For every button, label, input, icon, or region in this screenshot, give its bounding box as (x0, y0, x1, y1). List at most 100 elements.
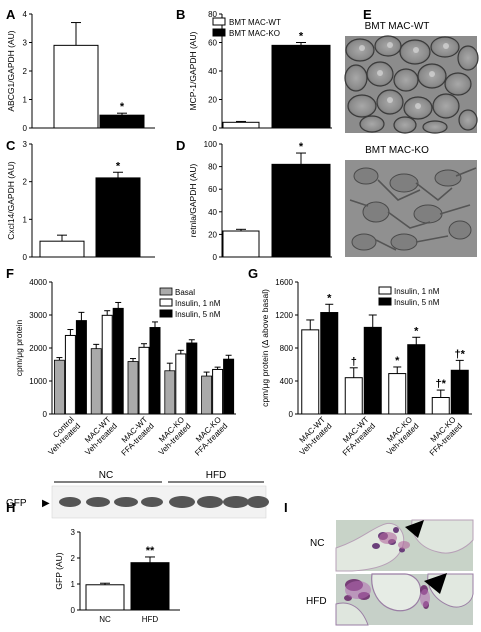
y-tick-label-b: 20 (208, 96, 217, 105)
micrograph-e-bottom-label: BMT MAC-KO (365, 145, 429, 156)
panel-letter-g: G (248, 266, 258, 281)
y-tick-label-b: 60 (208, 39, 217, 48)
x-tick-label-f: MAC-WTFFA-treated (113, 415, 156, 458)
bar-f (138, 346, 150, 415)
bar-a (53, 44, 99, 129)
panel-letter-b: B (176, 7, 185, 22)
blot-arrow: ▶ (42, 498, 50, 509)
y-tick-label-c: 3 (23, 140, 28, 149)
bar-d (271, 163, 331, 258)
x-tick-label-g: MAC-WTVeh-treated (292, 415, 334, 457)
significance-mark-g: * (414, 325, 419, 337)
bar-f (149, 327, 161, 415)
y-tick-label-a: 3 (23, 39, 28, 48)
bar-h (130, 562, 170, 611)
legend-label-g: Insulin, 5 nM (394, 298, 440, 307)
x-tick-label-g: MAC-WTFFA-treated (334, 415, 377, 458)
bar-g (407, 344, 426, 415)
bar-g (388, 373, 407, 415)
y-axis-label-h: GFP (AU) (54, 552, 64, 589)
y-tick-label-d: 20 (208, 230, 217, 239)
y-tick-label-b: 40 (208, 67, 217, 76)
chart-h: 0 1 2 3 GFP (AU) ** NC HFD (54, 528, 180, 624)
y-tick-label-d: 100 (204, 140, 218, 149)
y-axis-label-d: retnla/GAPDH (AU) (188, 163, 198, 237)
significance-mark-g: †* (455, 348, 466, 360)
panel-letter-c: C (6, 138, 16, 153)
blot-group-hfd: HFD (206, 470, 227, 481)
y-tick-label-a: 4 (23, 10, 28, 19)
y-tick-label-f: 1000 (29, 377, 47, 386)
bar-f (54, 359, 65, 415)
chart-c: 0 1 2 3 Cxcl14/GAPDH (AU) * (6, 140, 155, 262)
x-tick-label-f: MAC-WTVeh-treated (77, 415, 119, 457)
x-tick-label-f: MAC-KOVeh-treated (151, 415, 193, 457)
panel-letter-i: I (284, 500, 288, 515)
y-tick-label-d: 60 (208, 185, 217, 194)
x-tick-label-g: MAC-KOVeh-treated (379, 415, 421, 457)
y-tick-label-a: 2 (23, 67, 28, 76)
blot-group-nc: NC (99, 470, 113, 481)
significance-mark-b: * (299, 31, 304, 43)
bar-c (39, 240, 85, 258)
bar-g (431, 397, 450, 415)
y-tick-label-f: 0 (43, 410, 48, 419)
bar-f (175, 353, 187, 415)
bar-f (90, 348, 102, 415)
western-blot (51, 485, 269, 519)
y-axis-label-f: cpm/μg protein (14, 320, 24, 377)
significance-mark-a: * (120, 101, 125, 113)
y-tick-label-b: 80 (208, 10, 217, 19)
y-tick-label-g: 1600 (275, 278, 293, 287)
x-tick-label-h: HFD (142, 615, 159, 624)
histology-hfd (335, 573, 474, 626)
y-tick-label-c: 0 (23, 253, 28, 262)
y-tick-label-g: 0 (289, 410, 294, 419)
micrograph-e-top-label: BMT MAC-WT (365, 21, 430, 32)
legend-swatch-b (212, 28, 226, 37)
legend-swatch-f (159, 287, 173, 296)
bar-g (363, 326, 382, 415)
bar-g (344, 377, 363, 415)
significance-mark-c: * (116, 160, 121, 172)
histology-bottom-label: HFD (306, 596, 327, 607)
blot-label: GFP (6, 498, 27, 509)
y-tick-label-a: 0 (23, 124, 28, 133)
significance-mark-g: * (395, 355, 400, 367)
chart-d: 0 20 40 60 80 100 retnla/GAPDH (AU) * (188, 140, 332, 262)
chart-g: 0 400 800 1200 1600 cpm/μg protein (Δ above b… (260, 278, 472, 458)
panel-letter-e: E (363, 7, 372, 22)
chart-f: 0 1000 2000 3000 4000 cpm/μg protein ControlVe… (14, 278, 236, 458)
panel-letter-a: A (6, 7, 16, 22)
y-tick-label-a: 1 (23, 96, 28, 105)
bar-f (75, 320, 87, 415)
bar-b (271, 44, 331, 129)
bar-f (223, 358, 235, 415)
y-tick-label-f: 2000 (29, 344, 47, 353)
bar-g (301, 329, 320, 415)
y-tick-label-f: 3000 (29, 311, 47, 320)
y-tick-label-f: 4000 (29, 278, 47, 287)
x-tick-label-f: MAC-KOFFA-treated (187, 415, 230, 458)
bar-f (164, 370, 176, 415)
panel-letter-d: D (176, 138, 185, 153)
y-axis-label-g: cpm/μg protein (Δ above basal) (260, 289, 270, 407)
y-tick-label-h: 2 (71, 554, 76, 563)
bar-g (450, 369, 469, 415)
bar-g (320, 312, 339, 415)
legend-swatch-f (159, 309, 173, 318)
micrograph-e-top (344, 35, 479, 134)
significance-mark-h: ** (146, 545, 155, 557)
y-axis-label-c: Cxcl14/GAPDH (AU) (6, 161, 16, 240)
y-tick-label-c: 1 (23, 215, 28, 224)
legend-swatch-b (212, 17, 226, 26)
significance-mark-d: * (299, 141, 304, 153)
y-tick-label-h: 1 (71, 580, 76, 589)
y-tick-label-d: 80 (208, 163, 217, 172)
significance-mark-g: † (351, 356, 357, 368)
x-tick-label-h: NC (99, 615, 111, 624)
y-tick-label-c: 2 (23, 178, 28, 187)
bar-h (85, 584, 125, 611)
bar-f (101, 314, 113, 415)
